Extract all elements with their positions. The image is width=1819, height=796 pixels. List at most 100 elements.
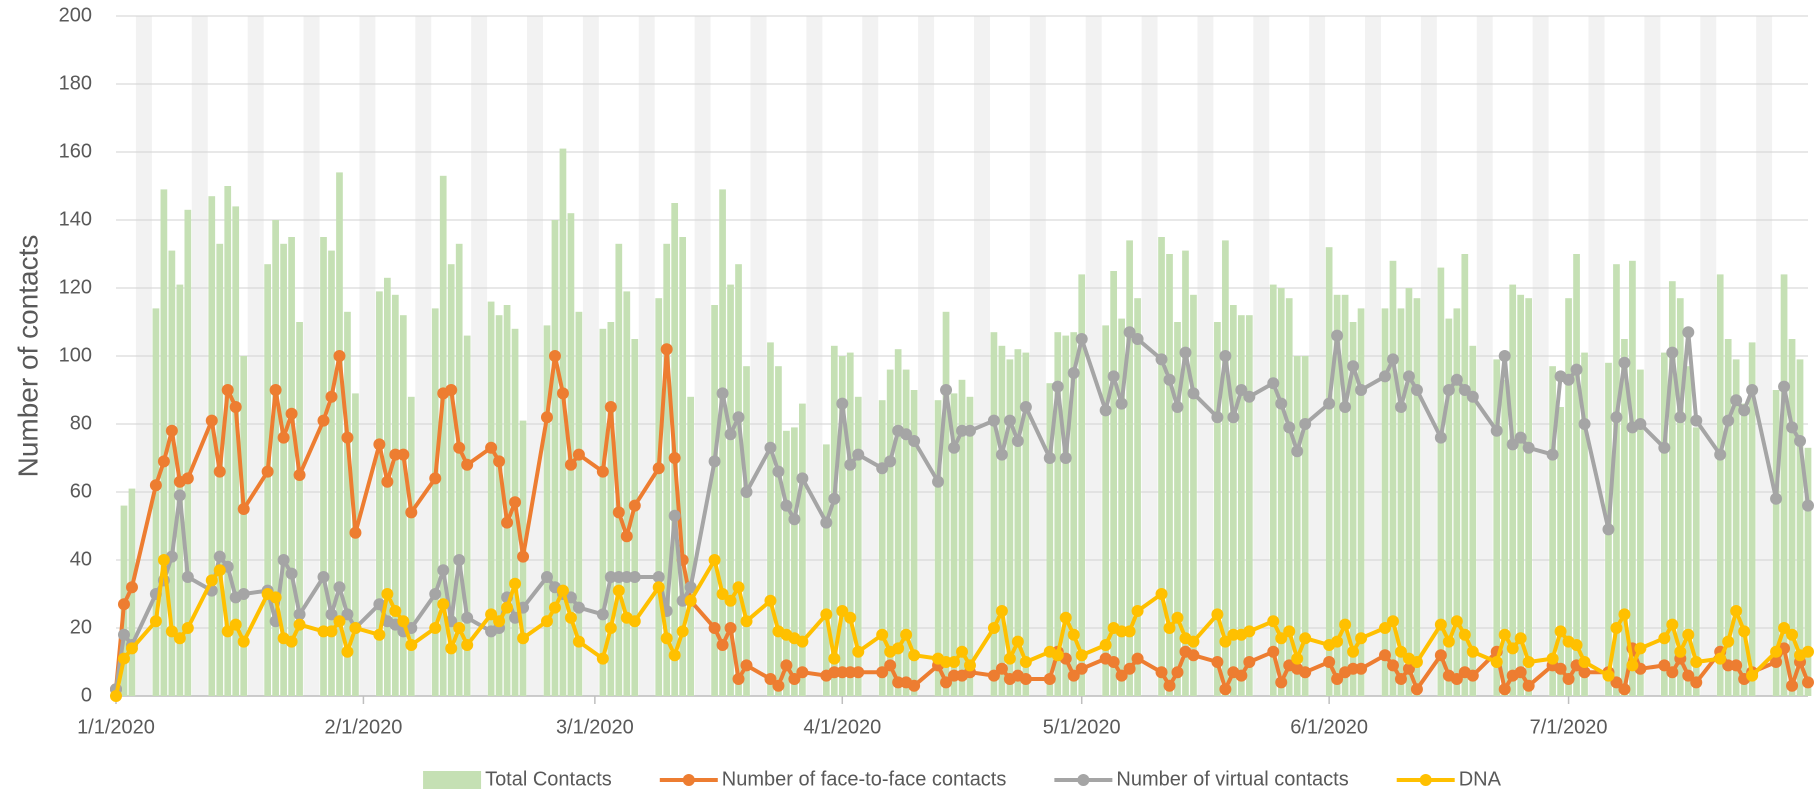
bar	[495, 315, 503, 696]
bar	[1684, 366, 1692, 696]
point	[1123, 326, 1136, 339]
point	[181, 472, 194, 485]
point	[820, 516, 833, 529]
bar	[1581, 352, 1588, 696]
point	[1690, 656, 1703, 668]
bar	[1557, 407, 1564, 696]
point	[844, 611, 857, 624]
point	[724, 428, 737, 441]
point	[1578, 656, 1591, 668]
point	[1658, 632, 1671, 645]
bar	[767, 342, 774, 696]
point	[1003, 652, 1016, 665]
point	[684, 581, 697, 594]
bar	[487, 301, 495, 696]
point	[1163, 679, 1176, 692]
point	[652, 581, 665, 594]
point	[1275, 397, 1288, 410]
bar	[264, 264, 271, 696]
bar	[320, 237, 327, 696]
point	[1211, 656, 1224, 668]
point	[1043, 452, 1056, 464]
point	[772, 465, 785, 478]
bar	[1772, 390, 1780, 696]
bar	[1230, 305, 1237, 696]
bar	[160, 189, 168, 696]
point	[716, 639, 729, 651]
point	[1802, 645, 1814, 658]
point	[612, 584, 625, 597]
point	[1610, 676, 1623, 689]
point	[1434, 649, 1447, 662]
point	[1075, 662, 1088, 675]
point	[1450, 673, 1463, 685]
point	[1227, 411, 1240, 424]
point	[461, 639, 474, 651]
bar	[838, 356, 846, 696]
bar	[1182, 250, 1189, 696]
point	[1562, 373, 1575, 386]
point	[493, 615, 506, 628]
point	[237, 635, 250, 648]
point	[1379, 622, 1391, 634]
bar	[1237, 315, 1245, 696]
point	[1355, 384, 1368, 396]
point	[437, 564, 450, 577]
point	[788, 673, 801, 685]
bar	[775, 366, 782, 696]
point	[1355, 662, 1368, 675]
point	[1730, 605, 1743, 617]
point	[501, 516, 514, 529]
point	[716, 588, 729, 600]
point	[1658, 659, 1671, 672]
point	[269, 384, 282, 396]
point	[1267, 645, 1280, 658]
point	[684, 594, 697, 607]
point	[221, 625, 234, 638]
point	[987, 669, 1000, 682]
point	[1291, 652, 1304, 665]
bar	[336, 172, 343, 696]
point	[437, 598, 450, 611]
point	[1163, 373, 1176, 386]
point	[908, 435, 921, 447]
point	[157, 554, 170, 566]
y-tick-label: 100	[59, 344, 92, 366]
point	[1546, 652, 1559, 665]
bar	[1381, 308, 1389, 696]
y-axis-label: Number of contacts	[12, 235, 43, 478]
legend-swatch	[1077, 774, 1090, 786]
bar	[232, 206, 240, 696]
bar	[1022, 352, 1030, 696]
bar	[783, 430, 790, 696]
point	[1786, 421, 1799, 434]
bar	[1293, 356, 1301, 696]
point	[1666, 666, 1679, 679]
point	[1410, 683, 1423, 696]
point	[405, 639, 418, 651]
bar	[1637, 369, 1644, 696]
point	[181, 571, 194, 583]
point	[1722, 414, 1735, 427]
point	[724, 622, 737, 634]
point	[1658, 441, 1671, 454]
point	[1155, 353, 1168, 366]
point	[1075, 333, 1088, 345]
point	[213, 550, 226, 563]
point	[229, 401, 242, 413]
point	[796, 635, 809, 648]
point	[1051, 380, 1064, 393]
bar	[391, 294, 399, 696]
bar	[1461, 254, 1469, 696]
point	[1786, 628, 1799, 641]
bar	[1692, 427, 1700, 696]
point	[485, 608, 498, 621]
point	[1131, 333, 1144, 345]
bar	[1732, 359, 1740, 696]
point	[876, 462, 889, 475]
point	[1267, 377, 1280, 390]
point	[1786, 679, 1799, 692]
point	[1458, 384, 1471, 396]
point	[1099, 639, 1112, 651]
point	[509, 577, 522, 590]
